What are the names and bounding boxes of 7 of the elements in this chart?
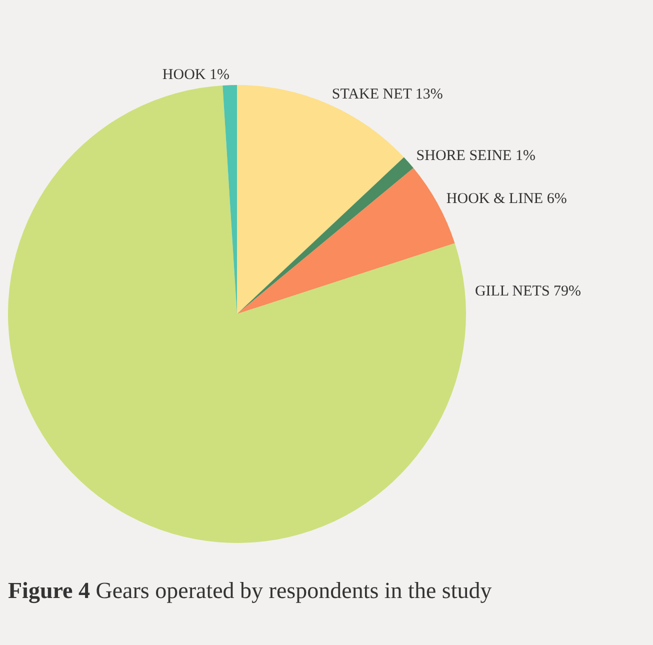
caption: Figure 4: [8, 578, 90, 603]
slice-label: SHORE SEINE 1%: [416, 148, 536, 164]
slice-label: GILL NETS 79%: [474, 284, 582, 300]
slice-label: HOOK & LINE 6%: [446, 190, 567, 207]
slice-label: HOOK 1%: [162, 67, 230, 84]
text: Gears operated by respondents in the study: [94, 578, 492, 603]
slice-label: STAKE NET 13%: [332, 86, 443, 103]
